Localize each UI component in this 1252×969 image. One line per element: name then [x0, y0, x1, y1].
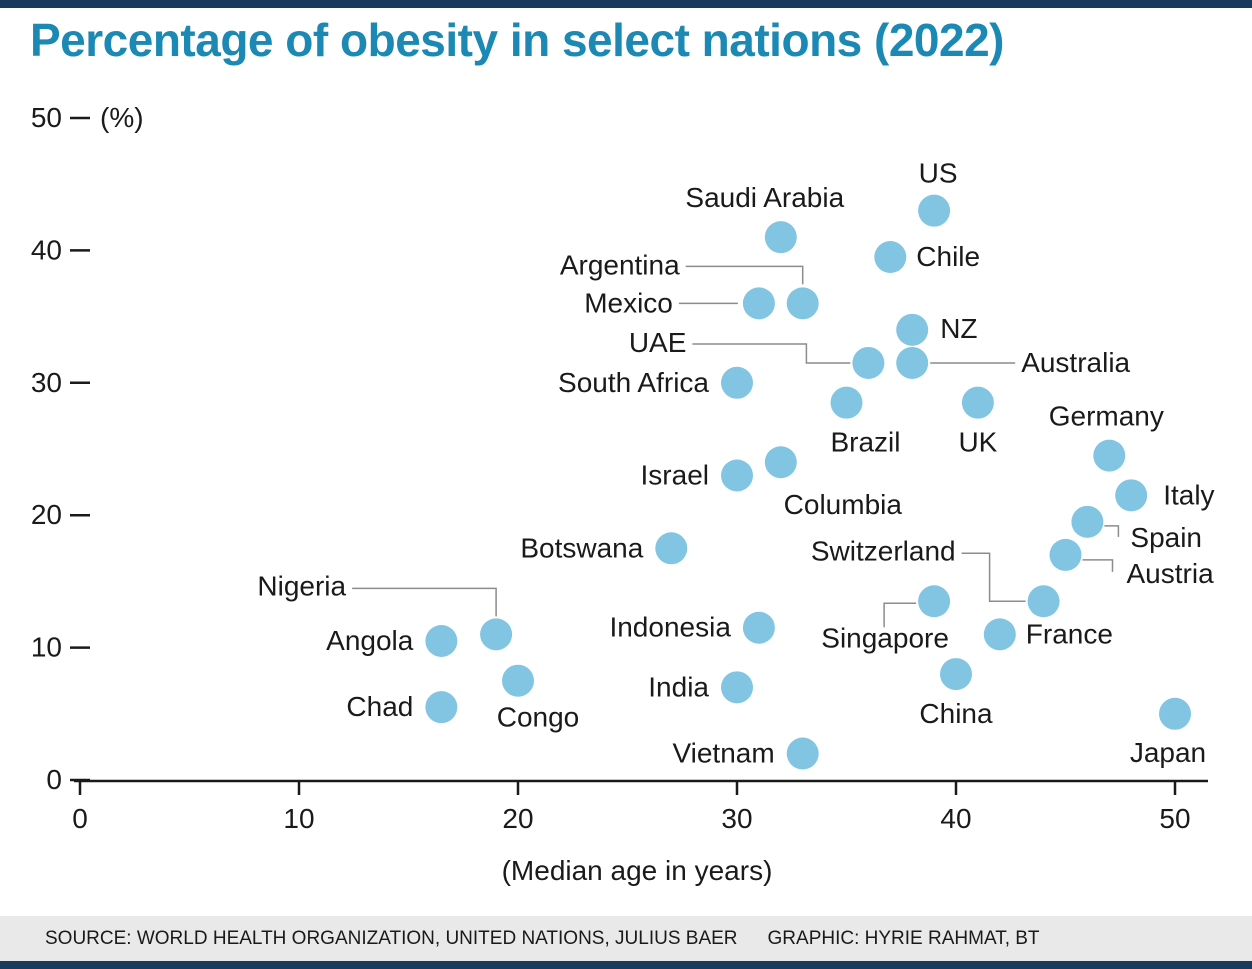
point-nigeria [480, 618, 513, 651]
label-congo: Congo [497, 702, 580, 733]
point-israel [721, 459, 753, 492]
point-japan [1159, 697, 1191, 730]
point-australia [896, 346, 929, 379]
label-argentina: Argentina [560, 249, 680, 280]
leader-spain [1104, 525, 1120, 537]
label-botswana: Botswana [520, 532, 643, 563]
label-indonesia: Indonesia [609, 612, 731, 643]
leader-uae [692, 343, 851, 364]
x-tick-label: 50 [1159, 803, 1190, 834]
y-tick-label: 10 [31, 632, 62, 663]
label-south-africa: South Africa [558, 367, 709, 398]
label-japan: Japan [1130, 737, 1206, 768]
point-us [918, 194, 951, 227]
x-axis-caption: (Median age in years) [502, 855, 773, 886]
label-chad: Chad [346, 691, 413, 722]
label-australia: Australia [1021, 347, 1130, 378]
label-vietnam: Vietnam [672, 738, 774, 769]
x-tick-label: 0 [72, 803, 88, 834]
leader-nigeria [352, 587, 497, 617]
point-germany [1093, 439, 1126, 472]
scatter-chart: 0 10 20 30 40 50 (%) 0 10 20 30 40 50 (Median age in … [31, 102, 1215, 886]
point-columbia [764, 446, 797, 479]
label-nz: NZ [940, 313, 977, 344]
label-china: China [919, 698, 993, 729]
leader-singapore [883, 602, 917, 628]
x-tick-label: 30 [721, 803, 752, 834]
point-botswana [655, 532, 688, 565]
point-brazil [830, 386, 863, 419]
x-tick-label: 40 [940, 803, 971, 834]
point-spain [1071, 505, 1104, 538]
y-tick-label: 30 [31, 367, 62, 398]
point-angola [425, 624, 458, 657]
x-tick-label: 10 [283, 803, 314, 834]
point-uae [852, 346, 885, 379]
label-mexico: Mexico [584, 287, 673, 318]
label-saudi-arabia: Saudi Arabia [685, 182, 844, 213]
y-tick-label: 50 [31, 102, 62, 133]
point-uk [961, 386, 994, 419]
label-italy: Italy [1163, 479, 1214, 510]
top-border-bar [0, 0, 1252, 8]
label-switzerland: Switzerland [811, 535, 956, 566]
point-nz [896, 313, 929, 346]
label-nigeria: Nigeria [257, 570, 346, 601]
y-tick-label: 20 [31, 499, 62, 530]
point-france [983, 618, 1016, 651]
label-france: France [1026, 618, 1113, 649]
y-tick-label: 0 [46, 764, 62, 795]
point-argentina [786, 287, 819, 320]
point-singapore [918, 585, 951, 618]
point-chad [425, 691, 458, 724]
label-columbia: Columbia [784, 489, 903, 520]
bottom-border-bar [0, 961, 1252, 969]
label-singapore: Singapore [821, 622, 949, 653]
label-austria: Austria [1127, 558, 1215, 589]
label-uae: UAE [629, 327, 687, 358]
footer: SOURCE: WORLD HEALTH ORGANIZATION, UNITE… [0, 916, 1252, 961]
y-tick-label: 40 [31, 234, 62, 265]
leader-switzerland [961, 552, 1026, 603]
y-axis-unit: (%) [100, 102, 144, 133]
point-vietnam [786, 737, 819, 770]
point-congo [502, 664, 534, 697]
label-germany: Germany [1049, 401, 1164, 432]
leader-austria [1082, 559, 1114, 572]
label-us: US [919, 158, 958, 189]
point-south-africa [721, 366, 753, 399]
label-israel: Israel [641, 459, 709, 490]
label-uk: UK [958, 427, 997, 458]
source-text: SOURCE: WORLD HEALTH ORGANIZATION, UNITE… [45, 927, 738, 949]
point-china [940, 658, 972, 691]
point-mexico [742, 287, 775, 320]
point-chile [874, 241, 907, 274]
label-chile: Chile [916, 241, 980, 272]
leader-argentina [685, 265, 804, 285]
chart-title: Percentage of obesity in select nations … [30, 14, 1005, 66]
point-austria [1049, 538, 1082, 571]
label-spain: Spain [1130, 522, 1202, 553]
credit-text: GRAPHIC: HYRIE RAHMAT, BT [767, 927, 1040, 949]
point-switzerland [1027, 585, 1060, 618]
point-italy [1115, 479, 1148, 512]
point-india [721, 671, 753, 704]
label-angola: Angola [326, 625, 414, 656]
label-india: India [648, 671, 709, 702]
x-tick-label: 20 [502, 803, 533, 834]
label-brazil: Brazil [830, 427, 900, 458]
point-saudi-arabia [764, 221, 797, 254]
point-indonesia [742, 611, 775, 644]
